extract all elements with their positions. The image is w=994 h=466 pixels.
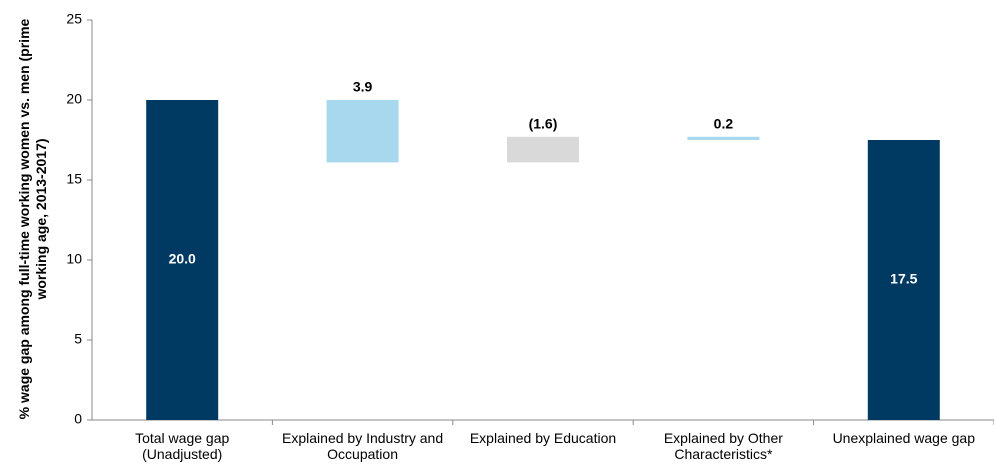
y-tick-label: 25 [66, 11, 82, 27]
bar [867, 140, 940, 420]
x-tick-label: Total wage gap (Unadjusted) [135, 430, 230, 462]
data-label: (1.6) [529, 116, 558, 132]
y-axis-label: % wage gap among full-time working women… [16, 18, 49, 420]
y-tick-label: 15 [66, 171, 82, 187]
y-tick-label: 10 [66, 251, 82, 267]
x-tick-label: Explained by Other Characteristics* [663, 430, 783, 462]
y-tick-label: 0 [74, 411, 82, 427]
data-label: 20.0 [169, 251, 196, 267]
data-label: 0.2 [714, 116, 734, 132]
x-tick-label: Explained by Education [469, 430, 617, 446]
x-tick-label: Explained by Industry and Occupation [282, 430, 444, 462]
y-tick-label: 20 [66, 91, 82, 107]
bar [326, 100, 399, 163]
bar [146, 100, 219, 420]
bar [507, 136, 579, 163]
data-label: 3.9 [353, 79, 373, 95]
data-label: 17.5 [890, 271, 917, 287]
bar [687, 136, 760, 140]
x-tick-label: Unexplained wage gap [832, 430, 976, 446]
y-tick-label: 5 [74, 331, 82, 347]
